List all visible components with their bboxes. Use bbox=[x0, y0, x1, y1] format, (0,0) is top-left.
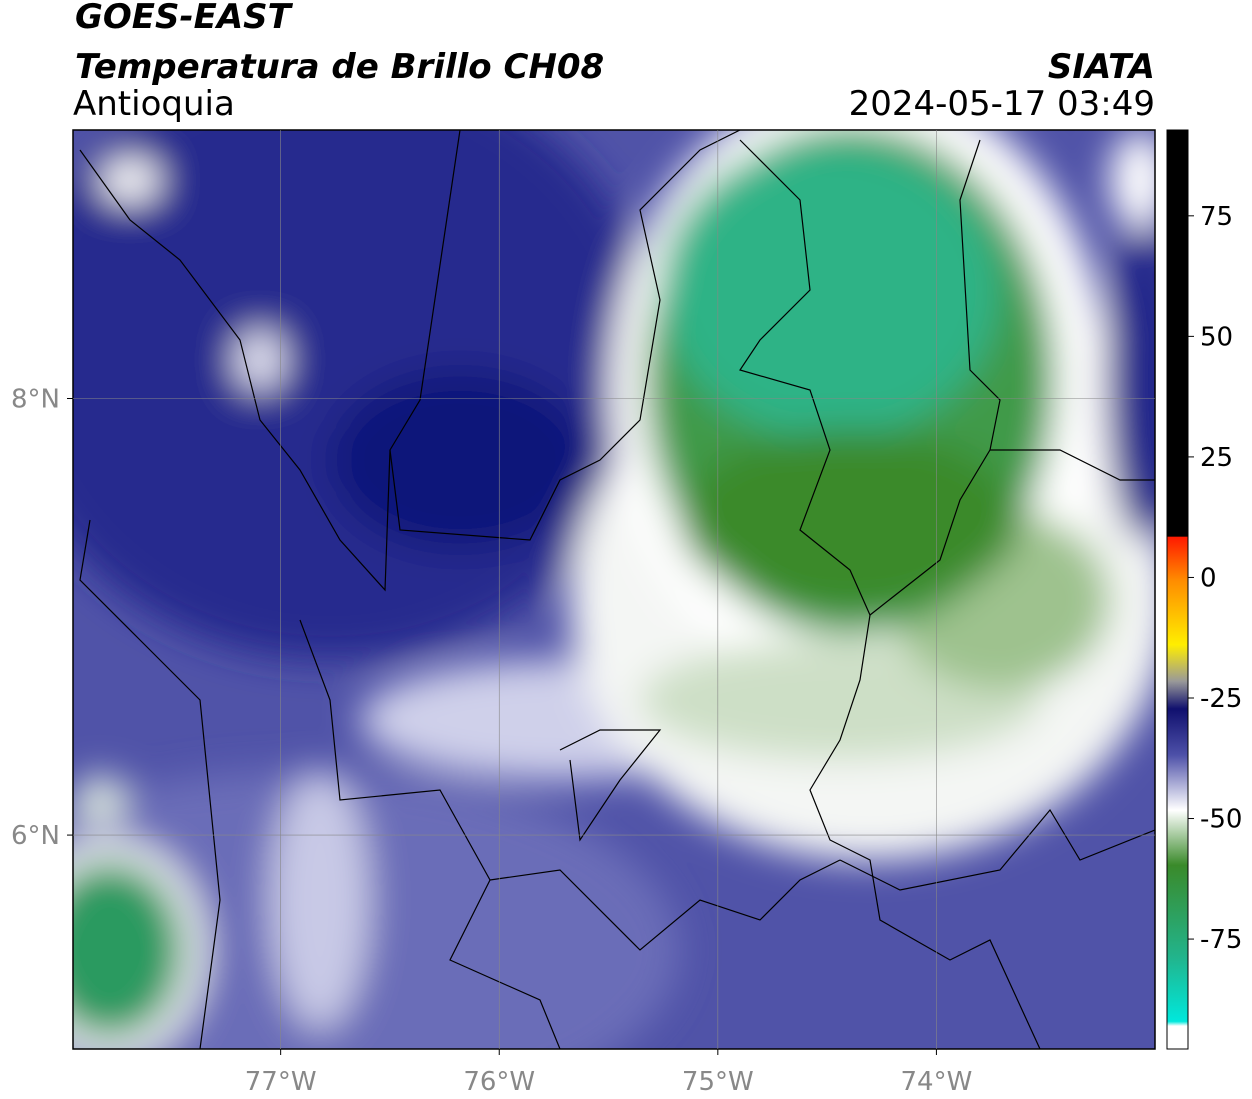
x-tick-label: 76°W bbox=[463, 1067, 535, 1097]
colorbar-tick-label: -50 bbox=[1200, 805, 1242, 835]
datetime: 2024-05-17 03:49 bbox=[849, 84, 1155, 124]
satellite-image bbox=[73, 130, 1155, 1049]
x-tick-label: 75°W bbox=[682, 1067, 754, 1097]
y-tick-label: 6°N bbox=[11, 821, 60, 851]
colorbar-tick-label: -75 bbox=[1200, 925, 1242, 955]
colorbar-tick-label: 75 bbox=[1200, 202, 1233, 232]
colorbar-tick-label: -25 bbox=[1200, 684, 1242, 714]
colorbar-tick-label: 25 bbox=[1200, 443, 1233, 473]
product: Temperatura de Brillo CH08 bbox=[75, 47, 604, 87]
organization: SIATA bbox=[1048, 47, 1155, 87]
colorbar bbox=[1166, 129, 1189, 1050]
colorbar-tick-label: 50 bbox=[1200, 322, 1233, 352]
colorbar-tick-label: 0 bbox=[1200, 563, 1217, 593]
x-tick-label: 77°W bbox=[245, 1067, 317, 1097]
y-tick-label: 8°N bbox=[11, 384, 60, 414]
region: Antioquia bbox=[73, 84, 235, 124]
satellite: GOES-EAST bbox=[75, 0, 294, 37]
x-tick-label: 74°W bbox=[901, 1067, 973, 1097]
map-frame bbox=[72, 129, 1156, 1050]
